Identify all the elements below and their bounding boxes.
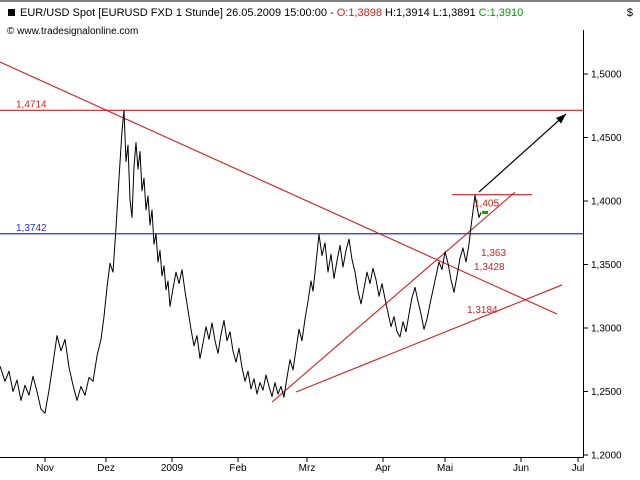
projection-arrow-line bbox=[478, 113, 567, 193]
y-axis-tick-label: 1,4000 bbox=[591, 197, 622, 208]
instrument-icon bbox=[8, 9, 15, 16]
x-axis-tick-label: Jun bbox=[513, 463, 529, 474]
projection-arrow-head bbox=[556, 114, 566, 124]
x-axis-tick-label: 2009 bbox=[161, 463, 184, 474]
level-line-label: 1,3742 bbox=[16, 223, 47, 234]
title-bar: EUR/USD Spot [EURUSD FXD 1 Stunde] 26.05… bbox=[0, 4, 640, 22]
price-level-label: 1,3184 bbox=[467, 305, 498, 316]
currency-symbol: $ bbox=[626, 7, 633, 19]
last-price-marker bbox=[482, 210, 488, 214]
x-axis-tick-label: Apr bbox=[375, 463, 391, 474]
watermark: © www.tradesignalonline.com bbox=[7, 26, 139, 37]
title-segment: O:1,3898 bbox=[336, 7, 386, 19]
title-segment: C:1,3910 bbox=[478, 7, 524, 19]
y-axis-tick-label: 1,4500 bbox=[591, 133, 622, 144]
y-axis-tick-label: 1,2000 bbox=[591, 451, 622, 462]
price-level-label: 1,363 bbox=[481, 248, 506, 259]
price-series bbox=[0, 109, 482, 414]
x-axis-tick-label: Feb bbox=[229, 463, 247, 474]
ascending-channel-line bbox=[271, 191, 516, 403]
chart-title: EUR/USD Spot [EURUSD FXD 1 Stunde] 26.05… bbox=[20, 7, 523, 19]
y-axis-tick-label: 1,2500 bbox=[591, 387, 622, 398]
x-axis-tick-label: Mrz bbox=[299, 463, 316, 474]
x-axis-tick-label: Mai bbox=[437, 463, 453, 474]
descending-resistance-line bbox=[0, 61, 558, 315]
level-line-label: 1,4714 bbox=[16, 99, 47, 110]
title-segment: H:1,3914 bbox=[385, 7, 433, 19]
x-axis-tick-label: Nov bbox=[36, 463, 54, 474]
y-axis-tick-label: 1,5000 bbox=[591, 70, 622, 81]
x-axis-tick-label: Jul bbox=[572, 463, 585, 474]
price-level-label: 1,3428 bbox=[474, 262, 505, 273]
y-axis-tick-label: 1,3000 bbox=[591, 324, 622, 335]
y-axis-tick-label: 1,3500 bbox=[591, 260, 622, 271]
title-segment: L:1,3891 bbox=[432, 7, 479, 19]
x-axis-tick-label: Dez bbox=[97, 463, 115, 474]
price-level-label: 1,405 bbox=[474, 198, 499, 209]
title-segment: EUR/USD Spot [EURUSD FXD 1 Stunde] 26.05… bbox=[20, 7, 337, 19]
ascending-support-line bbox=[295, 284, 563, 393]
